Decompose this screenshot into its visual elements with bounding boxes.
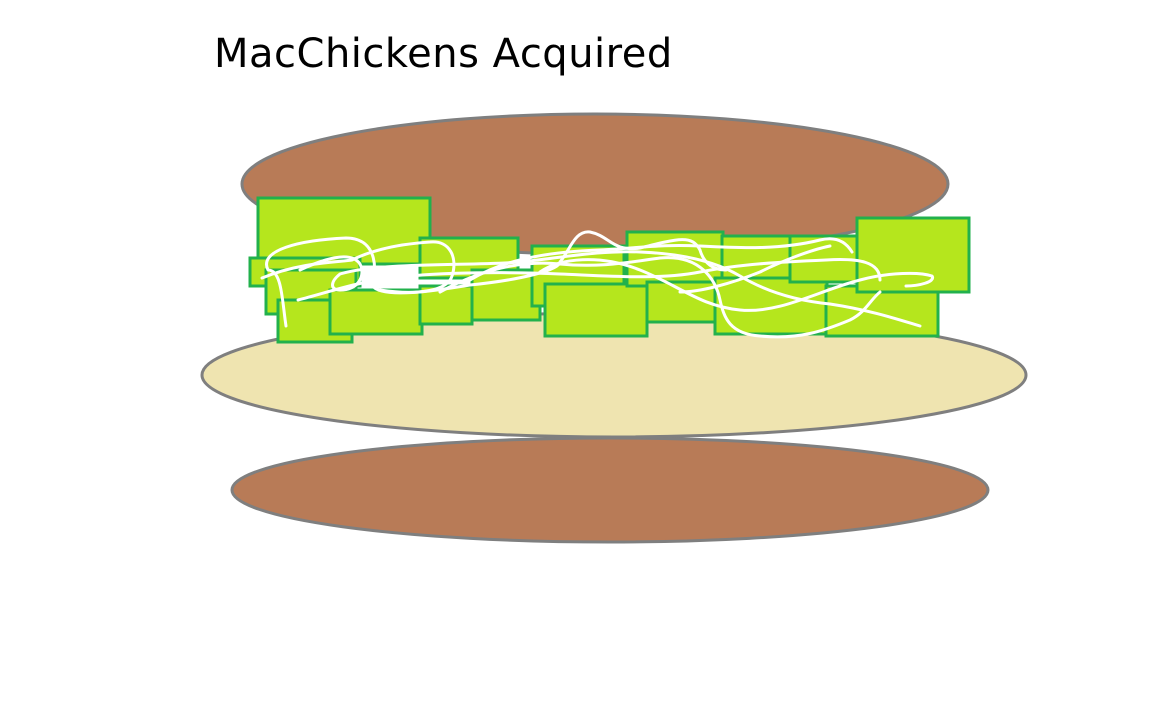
page-title: MacChickens Acquired bbox=[214, 31, 673, 77]
lettuce-piece bbox=[470, 268, 542, 322]
lettuce-piece bbox=[328, 288, 424, 336]
sauce-squiggle bbox=[260, 230, 935, 339]
lettuce-piece bbox=[543, 282, 649, 338]
bottom-bun bbox=[230, 436, 990, 544]
lettuce-piece bbox=[720, 234, 794, 286]
lettuce-piece bbox=[256, 196, 432, 266]
lettuce-piece bbox=[418, 284, 474, 326]
lettuce-piece bbox=[855, 216, 971, 294]
